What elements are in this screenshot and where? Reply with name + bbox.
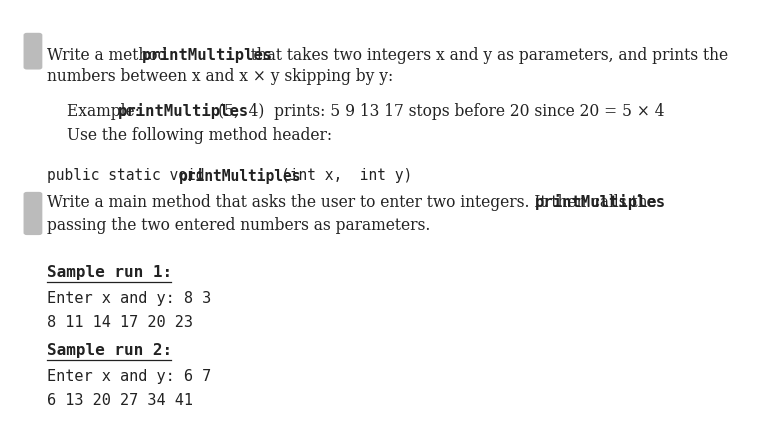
Text: Enter x and y: 8 3: Enter x and y: 8 3 xyxy=(47,290,212,305)
Text: Write a main method that asks the user to enter two integers. It then calls the: Write a main method that asks the user t… xyxy=(47,193,662,210)
Text: Example:: Example: xyxy=(67,103,145,120)
Text: Sample run 2:: Sample run 2: xyxy=(47,342,172,357)
Text: printMultiples: printMultiples xyxy=(535,193,666,209)
Text: printMultiples: printMultiples xyxy=(119,103,250,118)
Text: 6 13 20 27 34 41: 6 13 20 27 34 41 xyxy=(47,391,193,407)
Text: passing the two entered numbers as parameters.: passing the two entered numbers as param… xyxy=(47,217,430,234)
Text: 8 11 14 17 20 23: 8 11 14 17 20 23 xyxy=(47,314,193,329)
Text: Sample run 1:: Sample run 1: xyxy=(47,264,172,279)
Text: that takes two integers x and y as parameters, and prints the: that takes two integers x and y as param… xyxy=(241,47,728,64)
Text: Enter x and y: 6 7: Enter x and y: 6 7 xyxy=(47,368,212,383)
Text: printMultiples: printMultiples xyxy=(178,168,301,184)
Text: numbers between x and x × y skipping by y:: numbers between x and x × y skipping by … xyxy=(47,68,393,85)
Text: Write a method: Write a method xyxy=(47,47,172,64)
FancyBboxPatch shape xyxy=(23,34,43,70)
FancyBboxPatch shape xyxy=(23,192,43,236)
Text: Use the following method header:: Use the following method header: xyxy=(67,126,332,143)
Text: (int x,  int y): (int x, int y) xyxy=(281,168,412,182)
Text: printMultiples: printMultiples xyxy=(143,47,274,62)
Text: public static void: public static void xyxy=(47,168,213,182)
Text: (5,  4)  prints: 5 9 13 17 stops before 20 since 20 = 5 × 4: (5, 4) prints: 5 9 13 17 stops before 20… xyxy=(218,103,664,120)
